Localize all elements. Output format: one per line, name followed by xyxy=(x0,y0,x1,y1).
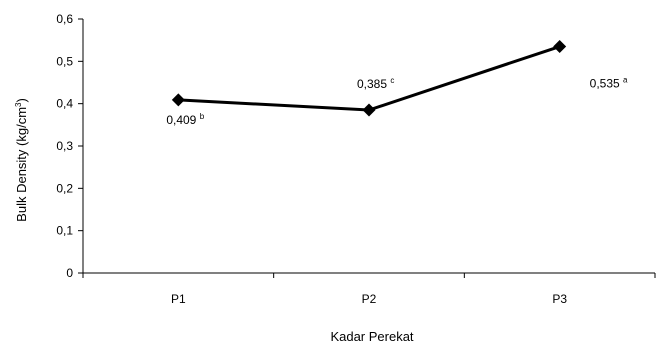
y-ticks: 0 0,1 0,2 0,3 0,4 0,5 0,6 xyxy=(56,12,83,280)
data-point-marker xyxy=(553,40,567,54)
x-tick-label: P2 xyxy=(362,292,377,306)
data-label: 0,409 b xyxy=(166,112,204,127)
x-tick-label: P3 xyxy=(552,292,567,306)
data-label: 0,535 a xyxy=(590,76,628,91)
x-axis-title: Kadar Perekat xyxy=(330,329,413,344)
y-tick-label: 0,5 xyxy=(56,54,73,68)
y-axis-title: Bulk Density (kg/cm3) xyxy=(14,98,29,222)
series-layer xyxy=(171,40,567,117)
y-axis-title-main: Bulk Density (kg/cm xyxy=(14,107,29,222)
y-axis: 0 0,1 0,2 0,3 0,4 0,5 0,6 xyxy=(56,12,84,280)
data-labels: 0,409 b 0,385 c 0,535 a xyxy=(166,76,628,127)
data-point-marker xyxy=(362,103,376,117)
y-tick-label: 0,2 xyxy=(56,181,73,195)
x-tick-label: P1 xyxy=(171,292,186,306)
y-tick-label: 0,3 xyxy=(56,139,73,153)
y-tick-label: 0 xyxy=(66,266,73,280)
y-axis-title-suffix: ) xyxy=(14,98,29,102)
y-tick-label: 0,4 xyxy=(56,97,73,111)
y-axis-title-superscript: 3 xyxy=(14,102,23,107)
x-axis: P1 P2 P3 xyxy=(82,272,656,306)
y-tick-label: 0,6 xyxy=(56,12,73,26)
x-ticks: P1 P2 P3 xyxy=(82,273,656,306)
data-point-marker xyxy=(171,93,185,107)
y-tick-label: 0,1 xyxy=(56,224,73,238)
data-label: 0,385 c xyxy=(357,76,394,91)
